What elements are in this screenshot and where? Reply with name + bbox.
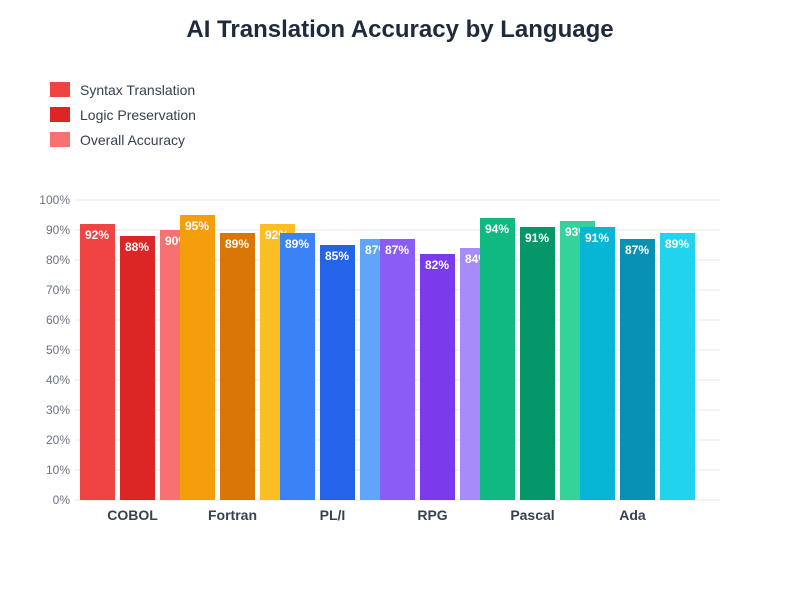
bar-pl-i-syntax-translation — [280, 233, 315, 500]
bar-value-label: 82% — [425, 258, 449, 272]
bar-pascal-logic-preservation — [520, 227, 555, 500]
y-tick-label: 50% — [46, 343, 70, 357]
bar-pascal-syntax-translation — [480, 218, 515, 500]
y-tick-label: 80% — [46, 253, 70, 267]
y-tick-label: 40% — [46, 373, 70, 387]
y-tick-label: 20% — [46, 433, 70, 447]
x-tick-label: RPG — [417, 507, 447, 523]
chart-legend: Syntax Translation Logic Preservation Ov… — [50, 77, 196, 152]
bar-value-label: 89% — [665, 237, 689, 251]
bar-value-label: 87% — [385, 243, 409, 257]
bar-value-label: 95% — [185, 219, 209, 233]
y-axis: 0% 10% 20% 30% 40% 50% 60% 70% 80% 90% 100% — [39, 193, 70, 507]
x-tick-label: COBOL — [107, 507, 158, 523]
bar-rpg-syntax-translation — [380, 239, 415, 500]
legend-swatch-logic-preservation — [50, 107, 70, 122]
x-tick-label: PL/I — [320, 507, 346, 523]
y-tick-label: 60% — [46, 313, 70, 327]
legend-swatch-syntax-translation — [50, 82, 70, 97]
legend-label-overall-accuracy: Overall Accuracy — [80, 131, 186, 148]
y-tick-label: 90% — [46, 223, 70, 237]
legend-item-syntax-translation: Syntax Translation — [50, 77, 196, 102]
x-tick-label: Fortran — [208, 507, 257, 523]
legend-label-logic-preservation: Logic Preservation — [80, 106, 196, 123]
legend-item-overall-accuracy: Overall Accuracy — [50, 127, 196, 152]
bar-value-label: 89% — [285, 237, 309, 251]
bar-fortran-syntax-translation — [180, 215, 215, 500]
bar-value-label: 91% — [525, 231, 549, 245]
legend-label-syntax-translation: Syntax Translation — [80, 81, 196, 98]
bar-ada-logic-preservation — [620, 239, 655, 500]
x-tick-label: Ada — [619, 507, 646, 523]
y-tick-label: 100% — [39, 193, 70, 207]
legend-swatch-overall-accuracy — [50, 132, 70, 147]
bar-value-label: 92% — [85, 228, 109, 242]
y-tick-label: 10% — [46, 463, 70, 477]
bars: 92%88% 90%95%89%92%89%85% 87%87%82% 84%94%9… — [80, 215, 695, 500]
bar-value-label: 94% — [485, 222, 509, 236]
x-tick-label: Pascal — [510, 507, 554, 523]
x-axis: COBOL Fortran PL/I RPG Pascal Ada — [107, 507, 646, 523]
bar-value-label: 87% — [625, 243, 649, 257]
y-tick-label: 30% — [46, 403, 70, 417]
bar-value-label: 85% — [325, 249, 349, 263]
bar-rpg-logic-preservation — [420, 254, 455, 500]
bar-ada-syntax-translation — [580, 227, 615, 500]
bar-value-label: 88% — [125, 240, 149, 254]
bar-value-label: 91% — [585, 231, 609, 245]
bar-cobol-logic-preservation — [120, 236, 155, 500]
bar-fortran-logic-preservation — [220, 233, 255, 500]
bar-cobol-syntax-translation — [80, 224, 115, 500]
bar-ada-overall-accuracy — [660, 233, 695, 500]
y-tick-label: 0% — [53, 493, 71, 507]
y-tick-label: 70% — [46, 283, 70, 297]
bar-pl-i-logic-preservation — [320, 245, 355, 500]
chart-title: AI Translation Accuracy by Language — [186, 16, 614, 43]
legend-item-logic-preservation: Logic Preservation — [50, 102, 196, 127]
bar-value-label: 89% — [225, 237, 249, 251]
